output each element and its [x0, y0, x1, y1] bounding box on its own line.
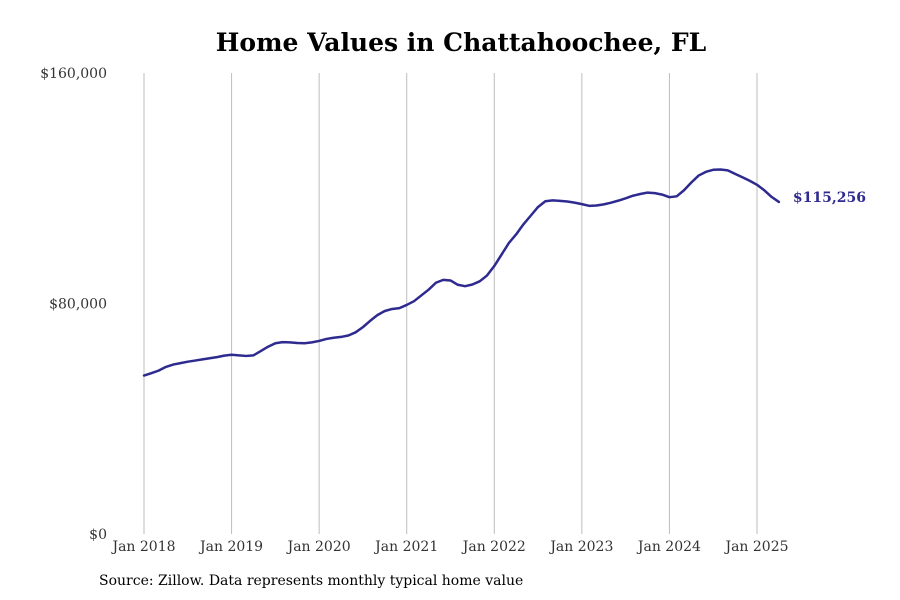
- x-axis-tick-labels: Jan 2018 Jan 2019 Jan 2020 Jan 2021 Jan 2022…: [110, 539, 788, 555]
- source-note: Source: Zillow. Data represents monthly …: [99, 573, 524, 589]
- end-value-label: $115,256: [793, 190, 866, 206]
- x-tick-label: Jan 2025: [723, 539, 788, 555]
- series-line: [142, 168, 781, 377]
- x-tick-label: Jan 2018: [110, 539, 175, 555]
- vertical-gridlines: [143, 73, 758, 534]
- x-tick-label: Jan 2019: [198, 539, 263, 555]
- x-tick-label: Jan 2024: [636, 539, 701, 555]
- x-tick-label: Jan 2021: [373, 539, 438, 555]
- series-layer: [142, 168, 781, 377]
- y-tick-label: $0: [89, 527, 107, 543]
- y-axis-tick-labels: $0 $80,000 $160,000: [40, 66, 107, 543]
- x-tick-label: Jan 2020: [286, 539, 351, 555]
- x-tick-label: Jan 2023: [548, 539, 613, 555]
- y-tick-label: $160,000: [40, 66, 107, 82]
- x-tick-label: Jan 2022: [461, 539, 526, 555]
- y-tick-label: $80,000: [49, 297, 107, 313]
- chart-title: Home Values in Chattahoochee, FL: [215, 28, 707, 57]
